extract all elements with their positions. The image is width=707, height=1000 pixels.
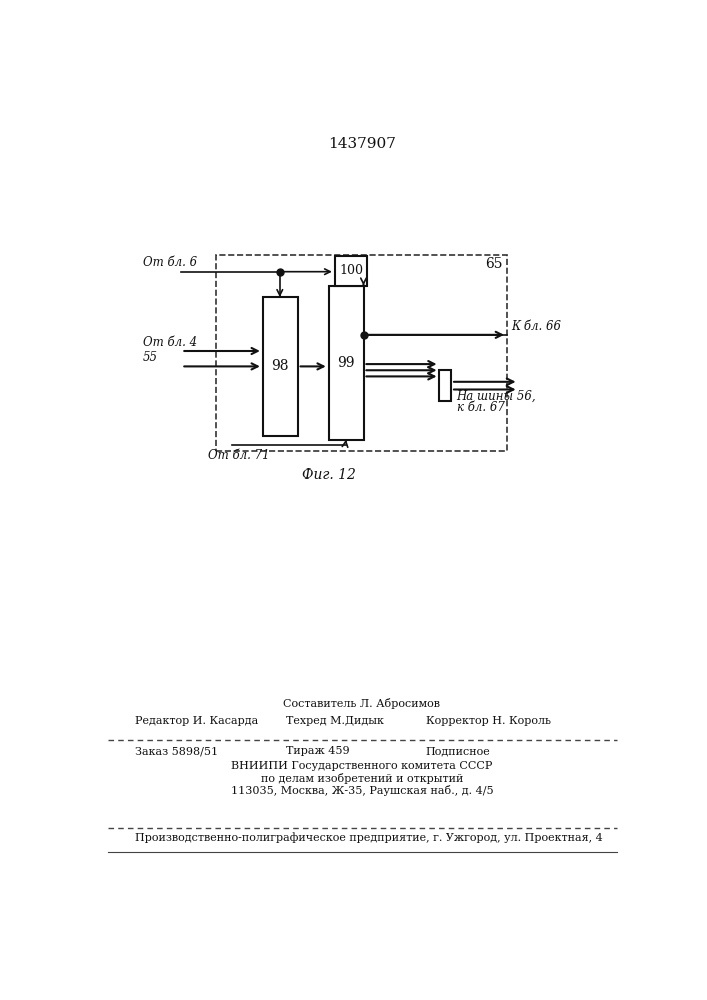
Text: Подписное: Подписное [426,746,490,756]
Text: ВНИИПИ Государственного комитета СССР: ВНИИПИ Государственного комитета СССР [231,761,493,771]
Text: 55: 55 [143,351,158,364]
Text: К бл. 66: К бл. 66 [510,320,561,333]
Text: Составитель Л. Абросимов: Составитель Л. Абросимов [284,698,440,709]
Text: 1437907: 1437907 [328,137,396,151]
Text: Редактор И. Касарда: Редактор И. Касарда [135,716,258,726]
Text: по делам изобретений и открытий: по делам изобретений и открытий [261,773,463,784]
Bar [329,286,363,440]
Bar [216,255,507,451]
Text: От бл. 6: От бл. 6 [143,256,197,269]
Text: к бл. 67: к бл. 67 [457,401,504,414]
Text: 99: 99 [337,356,355,370]
Text: Корректор Н. Король: Корректор Н. Король [426,716,551,726]
Text: На шины 56,: На шины 56, [457,389,536,402]
Text: 98: 98 [271,359,289,373]
Text: 65: 65 [486,257,503,271]
Bar [440,370,451,401]
Text: Заказ 5898/51: Заказ 5898/51 [135,746,218,756]
Text: 100: 100 [339,264,363,277]
Bar [335,256,368,286]
Text: Техред М.Дидык: Техред М.Дидык [286,716,384,726]
Text: От бл. 4: От бл. 4 [143,336,197,349]
Text: Фиг. 12: Фиг. 12 [302,468,356,482]
Text: Производственно-полиграфическое предприятие, г. Ужгород, ул. Проектная, 4: Производственно-полиграфическое предприя… [135,832,602,843]
Bar [263,297,298,436]
Text: От бл. 71: От бл. 71 [209,449,270,462]
Text: 113035, Москва, Ж-35, Раушская наб., д. 4/5: 113035, Москва, Ж-35, Раушская наб., д. … [230,785,493,796]
Text: Тираж 459: Тираж 459 [286,746,350,756]
